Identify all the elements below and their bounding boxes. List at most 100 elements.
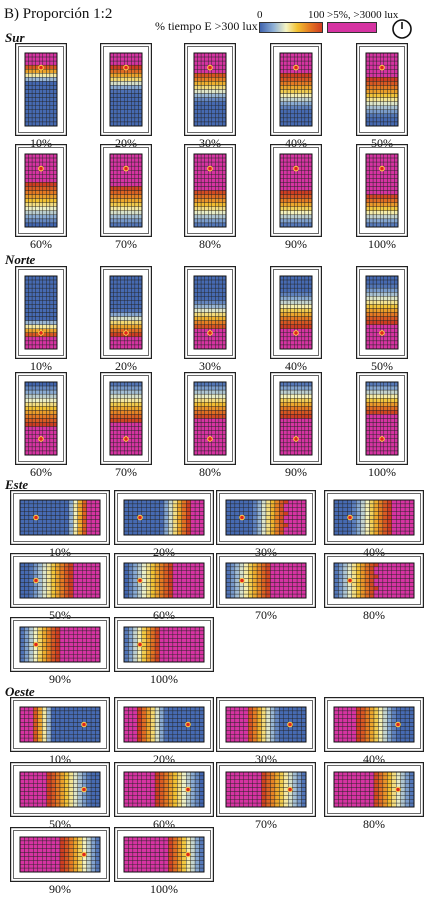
sensor-point bbox=[81, 721, 87, 728]
daylight-plan-este-100 bbox=[114, 617, 214, 672]
sensor-point bbox=[207, 436, 213, 442]
daylight-plan-oeste-80 bbox=[324, 762, 424, 817]
sensor-point bbox=[287, 786, 293, 793]
plan-label: 20% bbox=[153, 545, 175, 559]
sensor-point bbox=[185, 786, 191, 793]
sensor-point bbox=[347, 514, 353, 521]
sensor-point bbox=[137, 641, 143, 648]
daylight-plan-oeste-70 bbox=[216, 762, 316, 817]
sensor-point bbox=[38, 436, 44, 442]
plan-label: 10% bbox=[30, 136, 52, 150]
daylight-plan-este-20 bbox=[114, 490, 214, 545]
legend-max: 100 bbox=[308, 9, 325, 21]
daylight-plan-sur-30 bbox=[184, 43, 236, 136]
sensor-point bbox=[137, 514, 143, 521]
clock-icon bbox=[392, 19, 412, 39]
plan-label: 50% bbox=[371, 136, 393, 150]
plan-label: 80% bbox=[363, 608, 385, 622]
plan-label: 30% bbox=[255, 545, 277, 559]
section-title-este: Este bbox=[5, 477, 29, 492]
sensor-point bbox=[185, 851, 191, 858]
daylight-plan-norte-30 bbox=[184, 266, 236, 359]
daylight-plan-norte-70 bbox=[100, 372, 152, 465]
sensor-point bbox=[379, 330, 385, 336]
daylight-plan-oeste-20 bbox=[114, 697, 214, 752]
sensor-point bbox=[293, 436, 299, 442]
sensor-point bbox=[123, 436, 129, 442]
section-title-norte: Norte bbox=[5, 252, 36, 267]
plan-label: 40% bbox=[285, 136, 307, 150]
plan-label: 80% bbox=[363, 817, 385, 831]
daylight-plan-sur-90 bbox=[270, 144, 322, 237]
sensor-point bbox=[81, 786, 87, 793]
sensor-point bbox=[33, 577, 39, 584]
daylight-plan-este-60 bbox=[114, 553, 214, 608]
daylight-plan-norte-20 bbox=[100, 266, 152, 359]
plan-label: 50% bbox=[49, 608, 71, 622]
figure-title: B) Proporción 1:2 bbox=[4, 6, 113, 22]
sensor-point bbox=[33, 641, 39, 648]
sensor-point bbox=[38, 64, 44, 71]
sensor-point bbox=[395, 786, 401, 793]
plan-label: 50% bbox=[371, 359, 393, 373]
daylight-plan-oeste-90 bbox=[10, 827, 110, 882]
legend-min: 0 bbox=[257, 9, 263, 21]
daylight-plan-oeste-30 bbox=[216, 697, 316, 752]
plan-label: 100% bbox=[150, 882, 178, 896]
sensor-point bbox=[207, 330, 213, 336]
sensor-point bbox=[239, 577, 245, 584]
sensor-point bbox=[81, 851, 87, 858]
plan-label: 60% bbox=[30, 465, 52, 479]
sensor-point bbox=[293, 165, 299, 172]
plan-label: 70% bbox=[115, 237, 137, 251]
daylight-plan-oeste-10 bbox=[10, 697, 110, 752]
legend-overlit-swatch bbox=[327, 22, 377, 33]
plan-label: 70% bbox=[255, 817, 277, 831]
daylight-plan-este-40 bbox=[324, 490, 424, 545]
legend-label: % tiempo E >300 lux bbox=[155, 19, 258, 33]
plan-label: 10% bbox=[30, 359, 52, 373]
daylight-plan-norte-80 bbox=[184, 372, 236, 465]
plan-label: 30% bbox=[199, 359, 221, 373]
daylight-plan-este-30 bbox=[216, 490, 316, 545]
legend-gradient bbox=[259, 22, 323, 33]
plan-label: 80% bbox=[199, 237, 221, 251]
plan-label: 90% bbox=[49, 672, 71, 686]
daylight-plan-sur-100 bbox=[356, 144, 408, 237]
daylight-plan-sur-20 bbox=[100, 43, 152, 136]
daylight-plan-oeste-60 bbox=[114, 762, 214, 817]
legend-extra: >5%, >3000 lux bbox=[327, 9, 399, 21]
plan-label: 40% bbox=[363, 545, 385, 559]
sensor-point bbox=[379, 165, 385, 172]
plan-label: 30% bbox=[199, 136, 221, 150]
sensor-point bbox=[123, 64, 129, 71]
daylight-plan-este-10 bbox=[10, 490, 110, 545]
plan-label: 80% bbox=[199, 465, 221, 479]
plan-label: 100% bbox=[368, 237, 396, 251]
sensor-point bbox=[137, 577, 143, 584]
sensor-point bbox=[347, 577, 353, 584]
daylight-plan-oeste-40 bbox=[324, 697, 424, 752]
daylight-plan-norte-50 bbox=[356, 266, 408, 359]
plan-label: 20% bbox=[115, 136, 137, 150]
section-title-sur: Sur bbox=[5, 30, 25, 45]
daylight-plan-norte-90 bbox=[270, 372, 322, 465]
sensor-point bbox=[287, 721, 293, 728]
daylight-plan-oeste-100 bbox=[114, 827, 214, 882]
sensor-point bbox=[293, 64, 299, 71]
daylight-plan-norte-40 bbox=[270, 266, 322, 359]
plan-label: 100% bbox=[368, 465, 396, 479]
plan-label: 70% bbox=[255, 608, 277, 622]
sensor-point bbox=[207, 165, 213, 172]
sensor-point bbox=[239, 514, 245, 521]
plan-label: 100% bbox=[150, 672, 178, 686]
plan-label: 40% bbox=[285, 359, 307, 373]
daylight-plan-norte-100 bbox=[356, 372, 408, 465]
sensor-point bbox=[38, 165, 44, 172]
sensor-point bbox=[379, 64, 385, 71]
daylight-plan-este-50 bbox=[10, 553, 110, 608]
daylight-plan-sur-50 bbox=[356, 43, 408, 136]
plan-label: 70% bbox=[115, 465, 137, 479]
daylight-plan-este-90 bbox=[10, 617, 110, 672]
sensor-point bbox=[293, 330, 299, 336]
